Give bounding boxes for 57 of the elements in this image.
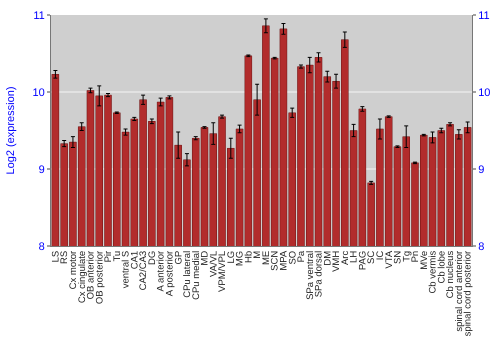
y-tick-label: 9 [38, 164, 45, 176]
x-tick-label: GP [173, 250, 184, 265]
x-tick-label: SO [287, 250, 298, 265]
x-tick-label: MVe [418, 250, 430, 270]
x-tick-label: Pir [103, 250, 114, 262]
x-tick-label: LH [348, 250, 360, 263]
y-tick-label: 11 [33, 10, 45, 22]
x-tick-label: PAG [357, 250, 368, 270]
x-tick-label: Cb nucleus [445, 250, 456, 298]
x-tick-label: Pn [410, 250, 422, 262]
x-tick-label: VA/VL [208, 250, 220, 278]
y2-tick-label: 9 [478, 164, 484, 176]
x-tick-label: RS [59, 250, 70, 264]
x-tick-label: IC [374, 250, 386, 260]
x-tick-label: CA2/CA3 [138, 250, 150, 290]
y2-tick-label: 8 [478, 240, 484, 253]
x-tick-label: SCN [270, 250, 281, 271]
x-tick-label: DG [146, 250, 158, 266]
x-tick-label: Cb vermis [428, 250, 439, 294]
x-tick-label: OB anterior [86, 250, 97, 300]
x-tick-label: Cb lobe [436, 250, 448, 284]
x-tick-label: DM [322, 250, 334, 266]
y-tick-label: 10 [32, 86, 45, 99]
x-tick-label: Hb [243, 250, 254, 263]
x-tick-label: MG [234, 250, 246, 266]
y-tick-label: 8 [38, 240, 45, 253]
x-tick-label: OB posterior [94, 250, 106, 304]
y-axis-title: Log2 (expression) [5, 86, 18, 175]
x-tick-label: Cx cingulate [76, 250, 88, 304]
x-tick-label: MD [200, 250, 211, 266]
x-tick-label: Tg [401, 250, 412, 262]
x-tick-label: LG [226, 250, 237, 264]
x-tick-label: A anterior [156, 250, 167, 292]
y2-tick-label: 10 [478, 86, 490, 99]
x-tick-label: ME [260, 250, 272, 266]
y2-tick-label: 11 [478, 10, 490, 22]
x-tick-label: VMH [331, 250, 342, 272]
x-tick-label: CPu medial [190, 250, 202, 300]
x-tick-label: spinal cord anterior [454, 250, 465, 332]
x-tick-label: SN [392, 250, 404, 264]
x-tick-label: Arc [340, 250, 351, 266]
x-tick-label: MPA [278, 250, 290, 271]
x-tick-label: ventral S [120, 250, 132, 288]
x-tick-label: VTA [384, 250, 395, 269]
x-tick-label: Cx motor [68, 250, 80, 290]
x-tick-label: spinal cord posterior [462, 250, 474, 336]
x-tick-label: Pa [296, 250, 308, 262]
x-tick-label: CPu lateral [182, 250, 194, 298]
x-tick-label: SPa ventral [304, 250, 316, 300]
x-tick-label: M [252, 250, 264, 259]
x-tick-label: SPa dorsal [314, 250, 325, 298]
x-tick-label: SC [366, 250, 378, 264]
x-tick-label: Tu [112, 250, 123, 262]
x-tick-label: A posterior [164, 250, 176, 296]
x-tick-label: VPM/VPL [217, 250, 228, 292]
x-tick-label: CA1 [129, 250, 140, 270]
x-tick-label: LS [50, 250, 62, 262]
